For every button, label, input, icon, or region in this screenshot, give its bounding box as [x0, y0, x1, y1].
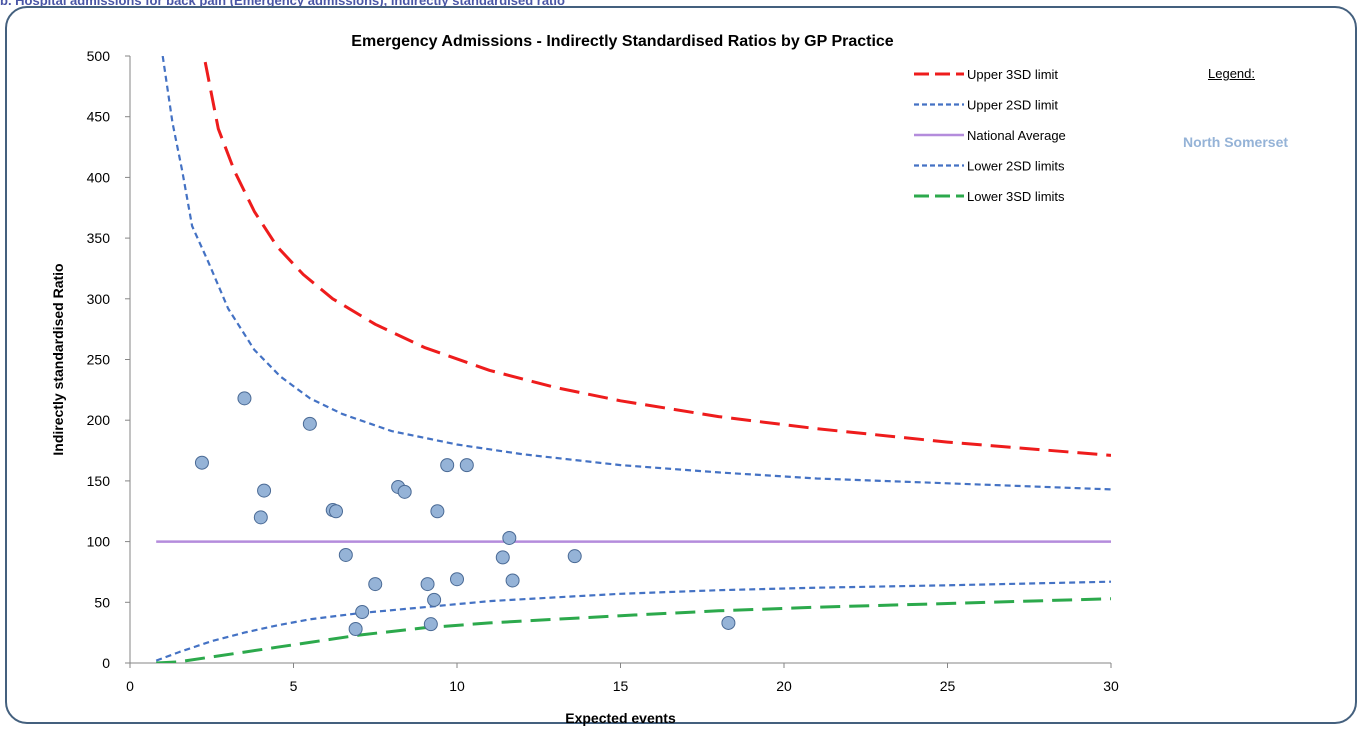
y-tick-label: 150: [87, 473, 111, 489]
x-axis-label: Expected events: [565, 710, 676, 726]
gp-practice-point[interactable]: [398, 485, 411, 498]
legend-entry: Upper 2SD limit: [967, 98, 1058, 113]
y-tick-label: 100: [87, 534, 111, 550]
y-tick-label: 0: [102, 655, 110, 671]
gp-practice-point[interactable]: [421, 578, 434, 591]
gp-practice-point[interactable]: [431, 505, 444, 518]
y-tick-label: 500: [87, 48, 111, 64]
series-line-5: [156, 599, 1111, 663]
series-line-1: [205, 62, 1111, 455]
series-line-4: [156, 582, 1111, 661]
x-tick-label: 0: [126, 678, 134, 694]
x-tick-label: 15: [613, 678, 629, 694]
gp-practice-point[interactable]: [496, 551, 509, 564]
x-tick-label: 10: [449, 678, 465, 694]
gp-practice-point[interactable]: [349, 623, 362, 636]
x-tick-label: 20: [776, 678, 792, 694]
gp-practice-point[interactable]: [506, 574, 519, 587]
gp-practice-point[interactable]: [339, 548, 352, 561]
gp-practice-point[interactable]: [303, 417, 316, 430]
gp-practice-point[interactable]: [238, 392, 251, 405]
side-area-name[interactable]: North Somerset: [1183, 134, 1288, 150]
gp-practice-point[interactable]: [195, 456, 208, 469]
x-tick-label: 5: [290, 678, 298, 694]
gp-practice-point[interactable]: [451, 573, 464, 586]
gp-practice-point[interactable]: [254, 511, 267, 524]
legend-entry: Upper 3SD limit: [967, 67, 1058, 82]
gp-practice-point[interactable]: [441, 459, 454, 472]
gp-practice-point[interactable]: [460, 459, 473, 472]
y-tick-label: 350: [87, 230, 111, 246]
gp-practice-point[interactable]: [428, 593, 441, 606]
gp-practice-point[interactable]: [258, 484, 271, 497]
gp-practice-point[interactable]: [503, 531, 516, 544]
y-tick-label: 400: [87, 169, 111, 185]
y-tick-label: 300: [87, 291, 111, 307]
gp-practice-point[interactable]: [568, 550, 581, 563]
y-tick-label: 200: [87, 412, 111, 428]
legend-entry: Lower 2SD limits: [967, 159, 1065, 174]
y-tick-label: 250: [87, 352, 111, 368]
gp-practice-point[interactable]: [424, 618, 437, 631]
y-tick-label: 50: [94, 594, 110, 610]
gp-practice-point[interactable]: [356, 606, 369, 619]
y-tick-label: 450: [87, 109, 111, 125]
side-legend-heading: Legend:: [1208, 66, 1255, 81]
gp-practice-point[interactable]: [369, 578, 382, 591]
chart-title: Emergency Admissions - Indirectly Standa…: [351, 33, 894, 50]
x-tick-label: 25: [940, 678, 956, 694]
legend-entry: National Average: [967, 128, 1066, 143]
y-axis-label: Indirectly standardised Ratio: [50, 263, 66, 455]
x-tick-label: 30: [1103, 678, 1119, 694]
gp-practice-point[interactable]: [722, 616, 735, 629]
gp-practice-point[interactable]: [330, 505, 343, 518]
legend-entry: Lower 3SD limits: [967, 189, 1065, 204]
